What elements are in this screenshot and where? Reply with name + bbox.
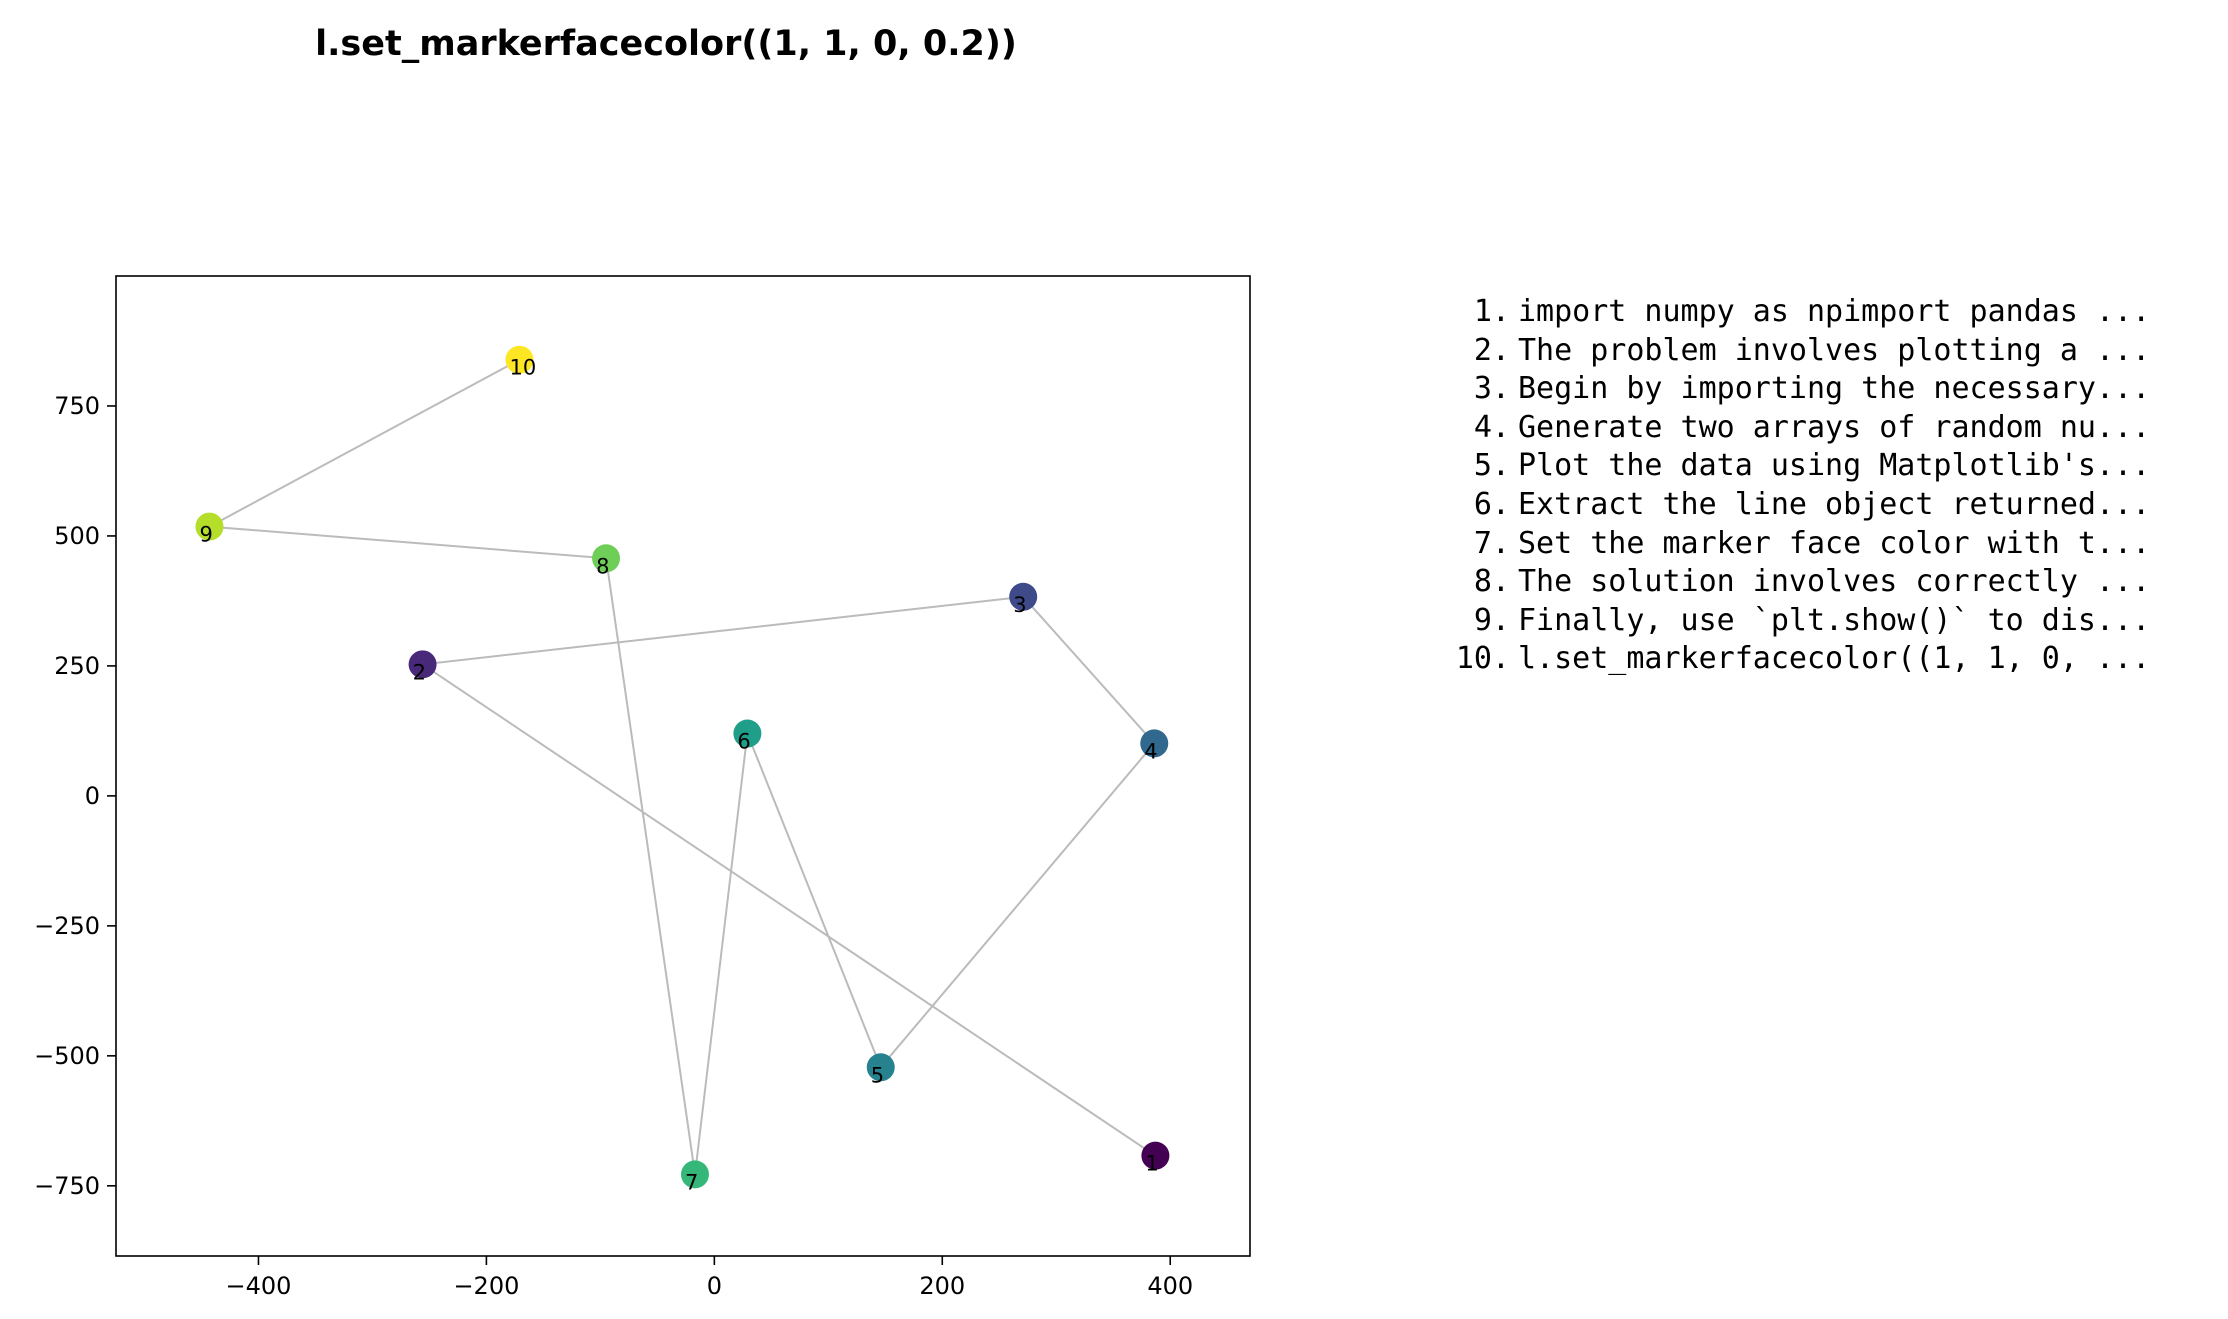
- connecting-lines: [206, 358, 1156, 1175]
- point-label-2: 2: [413, 660, 426, 684]
- y-tick-label: −250: [34, 912, 100, 940]
- y-axis-ticks: −750 −500 −250 0 250 500 750: [34, 392, 116, 1200]
- series-line: [206, 358, 1156, 1175]
- y-tick-label: −750: [34, 1172, 100, 1200]
- data-points: [195, 345, 1170, 1189]
- step-number: 5.: [1473, 448, 1510, 484]
- data-point-1: [1141, 1141, 1170, 1170]
- point-label-5: 5: [871, 1063, 884, 1087]
- point-labels: 1 2 3 4 5 6 7 8 9 10: [199, 356, 1158, 1195]
- scatter-plot: 1 2 3 4 5 6 7 8 9 10 −400 −200 0 200 400 −750 −500 −250…: [34, 275, 1251, 1300]
- point-label-7: 7: [685, 1170, 698, 1194]
- point-label-1: 1: [1145, 1152, 1158, 1176]
- step-number: 9.: [1473, 602, 1510, 638]
- step-number: 8.: [1473, 564, 1510, 600]
- step-text: Set the marker face color with t...: [1518, 525, 2151, 561]
- step-text: Extract the line object returned...: [1518, 486, 2151, 522]
- point-label-10: 10: [509, 356, 536, 380]
- point-label-3: 3: [1013, 593, 1026, 617]
- plot-frame: [115, 275, 1251, 1257]
- step-text: Finally, use `plt.show()` to dis...: [1518, 602, 2151, 638]
- x-tick-label: −200: [453, 1272, 519, 1300]
- data-point-6: [733, 719, 762, 748]
- step-item: 2. The problem involves plotting a ...: [1400, 332, 2150, 371]
- step-item: 3. Begin by importing the necessary...: [1400, 370, 2150, 409]
- y-tick-label: 0: [85, 782, 100, 810]
- x-tick-label: 400: [1147, 1272, 1193, 1300]
- step-text: Begin by importing the necessary...: [1518, 371, 2151, 407]
- data-point-8: [592, 544, 621, 573]
- data-point-2: [408, 650, 437, 679]
- step-number: 2.: [1473, 332, 1510, 368]
- step-text: The solution involves correctly ...: [1518, 564, 2151, 600]
- step-item: 8. The solution involves correctly ...: [1400, 563, 2150, 602]
- step-number: 1.: [1473, 294, 1510, 329]
- point-label-4: 4: [1144, 739, 1157, 763]
- step-item: 4. Generate two arrays of random nu...: [1400, 409, 2150, 448]
- step-number: 6.: [1473, 486, 1510, 522]
- step-number: 10.: [1455, 641, 1510, 677]
- step-number: 7.: [1473, 525, 1510, 561]
- step-number: 4.: [1473, 409, 1510, 445]
- step-number: 3.: [1473, 371, 1510, 407]
- step-item: 1. import numpy as npimport pandas ...: [1400, 293, 2150, 332]
- step-item: 7. Set the marker face color with t...: [1400, 525, 2150, 564]
- steps-list: 1. import numpy as npimport pandas ... 2. T…: [1400, 293, 2150, 679]
- y-tick-label: 250: [54, 652, 100, 680]
- data-point-3: [1009, 582, 1038, 611]
- step-text: The problem involves plotting a ...: [1518, 332, 2151, 368]
- data-point-5: [866, 1053, 895, 1082]
- x-tick-label: 0: [707, 1272, 722, 1300]
- data-point-4: [1140, 729, 1169, 758]
- data-point-9: [195, 512, 224, 541]
- data-point-10: [505, 345, 534, 374]
- step-item: 6. Extract the line object returned...: [1400, 486, 2150, 525]
- step-text: l.set_markerfacecolor((1, 1, 0, ...: [1518, 641, 2151, 677]
- x-tick-label: −400: [226, 1272, 292, 1300]
- point-label-9: 9: [199, 523, 212, 547]
- step-text: Generate two arrays of random nu...: [1518, 409, 2151, 445]
- data-point-7: [680, 1160, 709, 1189]
- x-tick-label: 200: [919, 1272, 965, 1300]
- step-item: 9. Finally, use `plt.show()` to dis...: [1400, 602, 2150, 641]
- y-tick-label: 750: [54, 392, 100, 420]
- chart-title: l.set_markerfacecolor((1, 1, 0, 0.2)): [315, 24, 1017, 64]
- step-text: import numpy as npimport pandas ...: [1518, 294, 2151, 329]
- y-tick-label: 500: [54, 522, 100, 550]
- y-tick-label: −500: [34, 1042, 100, 1070]
- point-label-6: 6: [737, 730, 750, 754]
- step-item: 10. l.set_markerfacecolor((1, 1, 0, ...: [1400, 640, 2150, 679]
- point-label-8: 8: [596, 554, 609, 578]
- step-text: Plot the data using Matplotlib's...: [1518, 448, 2151, 484]
- step-item: 5. Plot the data using Matplotlib's...: [1400, 447, 2150, 486]
- x-axis-ticks: −400 −200 0 200 400: [226, 1256, 1193, 1300]
